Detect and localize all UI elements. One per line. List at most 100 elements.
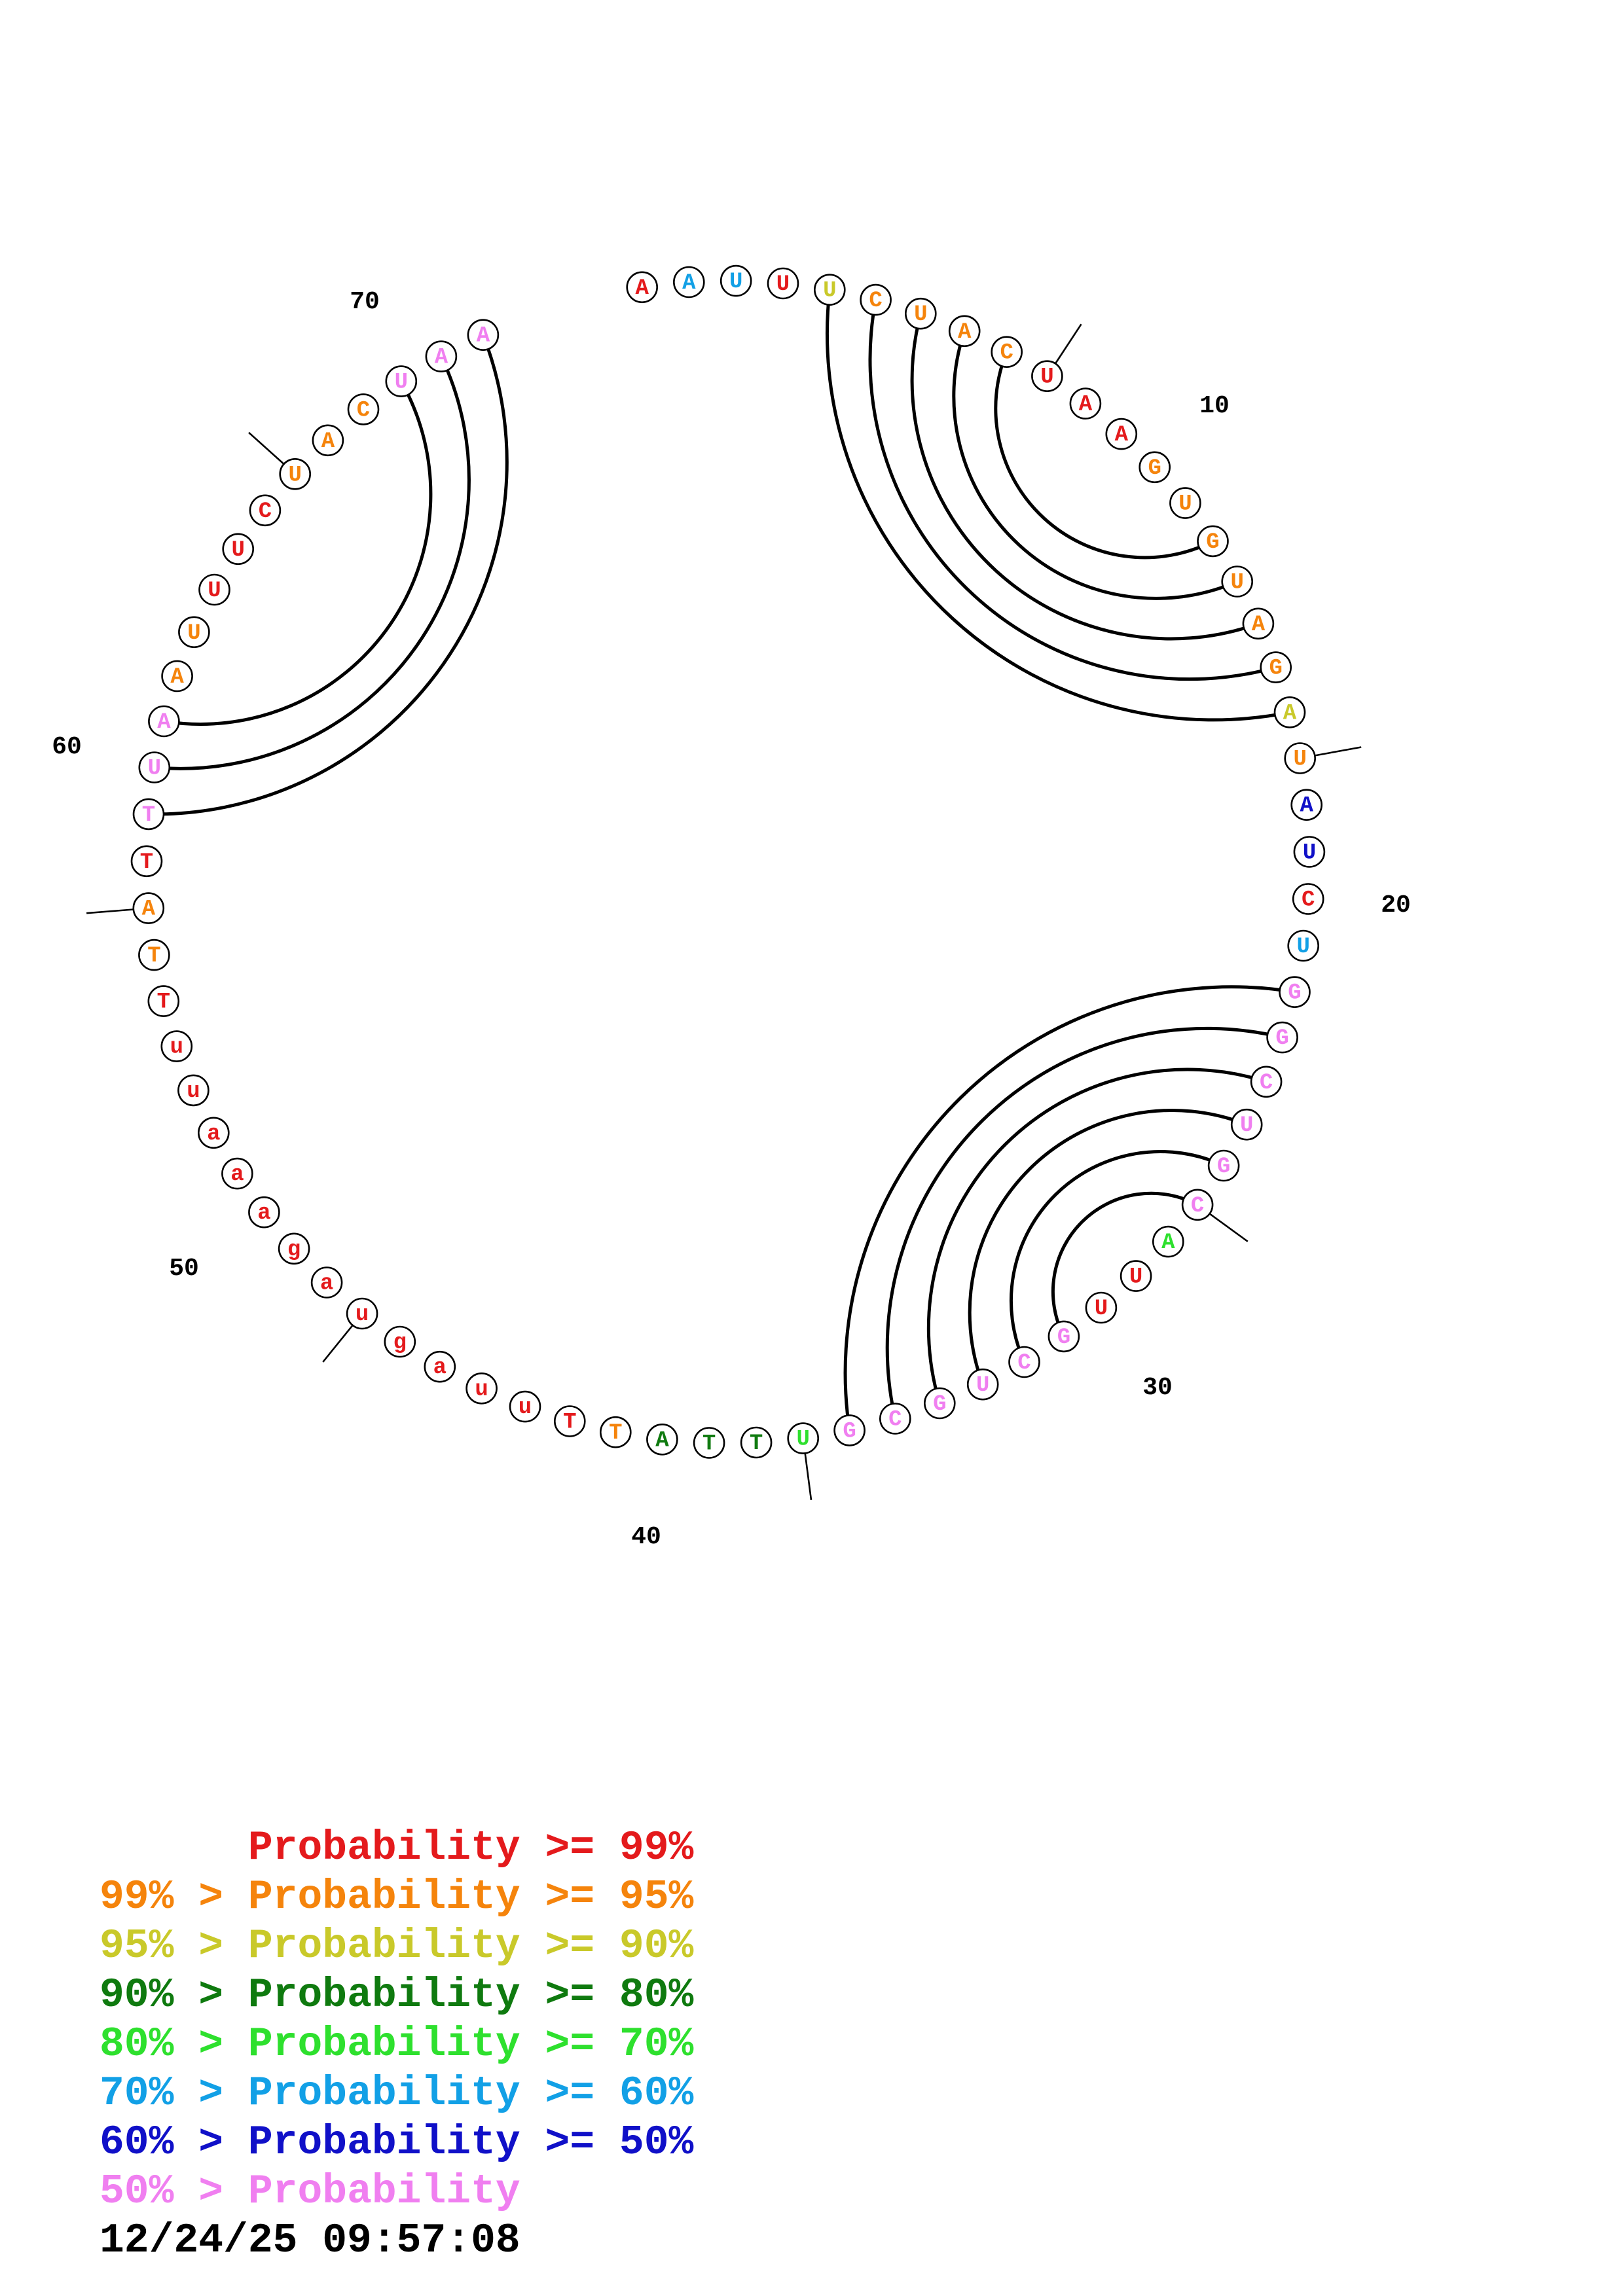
nucleotide-19: A: [1273, 696, 1306, 728]
nucleotide-letter: u: [170, 1035, 183, 1060]
legend-range-prefix: 70% >: [100, 2070, 248, 2117]
pair-arc-30-34: [1051, 1191, 1199, 1338]
nucleotide-letter: A: [477, 324, 490, 349]
nucleotide-circle: [138, 751, 171, 783]
nucleotide-circle: [312, 424, 344, 457]
nucleotide-letter: C: [869, 289, 882, 314]
nucleotide-39: G: [833, 1414, 866, 1446]
nucleotide-letter: u: [519, 1395, 532, 1420]
nucleotide-letter: U: [796, 1427, 809, 1452]
nucleotide-circle: [1292, 883, 1324, 915]
nucleotide-38: C: [879, 1403, 911, 1435]
nucleotide-circle: [1230, 1108, 1263, 1141]
nucleotide-1: A: [626, 271, 659, 304]
nucleotide-52: g: [278, 1232, 310, 1265]
nucleotide-letter: A: [1300, 794, 1313, 819]
nucleotide-circle: [646, 1424, 678, 1456]
nucleotide-letter: U: [914, 302, 927, 327]
nucleotide-62: T: [132, 798, 165, 831]
nucleotide-letter: A: [1283, 701, 1297, 726]
nucleotide-23: C: [1292, 883, 1324, 915]
nucleotide-36: U: [966, 1368, 999, 1401]
nucleotide-circle: [1221, 565, 1253, 598]
position-label-40: 40: [631, 1523, 661, 1551]
nucleotide-4: U: [767, 267, 799, 300]
nucleotide-letter: G: [1217, 1155, 1230, 1179]
legend-label: Probability >= 90%: [247, 1923, 694, 1969]
legend-row-1: Probability >= 99%: [100, 1823, 694, 1873]
nucleotide-circle: [148, 705, 180, 738]
nucleotide-circle: [424, 1350, 456, 1383]
nucleotide-letter: U: [1296, 935, 1309, 960]
timestamp: 12/24/25 09:57:08: [100, 2217, 520, 2264]
nucleotide-circle: [948, 315, 981, 348]
nucleotide-circle: [221, 1157, 253, 1190]
nucleotide-letter: G: [843, 1419, 856, 1444]
legend-range-prefix: 99% >: [100, 1874, 248, 1920]
nucleotide-letter: U: [148, 756, 161, 781]
pair-arc-64-73: [164, 380, 433, 726]
nucleotide-letter: U: [395, 370, 408, 395]
nucleotide-circle: [693, 1427, 725, 1459]
nucleotide-letter: G: [1275, 1026, 1288, 1051]
legend-row-4: 90% > Probability >= 80%: [100, 1971, 693, 2020]
legend-label: Probability >= 70%: [247, 2021, 694, 2068]
nucleotide-letter: C: [357, 398, 370, 423]
nucleotide-circle: [833, 1414, 866, 1446]
nucleotide-33: U: [1085, 1291, 1118, 1324]
nucleotide-letter: U: [231, 538, 244, 563]
nucleotide-letter: C: [259, 499, 272, 524]
nucleotide-8: A: [948, 315, 981, 348]
nucleotide-letter: T: [609, 1421, 622, 1446]
pair-arc-27-37: [926, 1067, 1267, 1404]
nucleotide-circle: [198, 573, 230, 606]
nucleotide-circle: [599, 1416, 632, 1448]
nucleotide-41: T: [740, 1426, 773, 1459]
nucleotide-letter: U: [1293, 747, 1306, 772]
nucleotide-22: U: [1293, 836, 1326, 868]
nucleotide-circle: [1266, 1021, 1298, 1054]
tick-50: [322, 1325, 354, 1363]
nucleotide-58: T: [147, 985, 180, 1017]
nucleotide-circle: [467, 319, 500, 351]
nucleotide-letter: G: [1057, 1325, 1070, 1350]
nucleotide-circle: [1287, 929, 1319, 962]
nucleotide-circle: [767, 267, 799, 300]
nucleotide-60: A: [132, 892, 165, 924]
legend-label: Probability >= 95%: [247, 1874, 694, 1920]
nucleotide-56: u: [177, 1074, 210, 1107]
nucleotide-letter: g: [393, 1331, 407, 1355]
nucleotide-circle: [1290, 789, 1322, 821]
legend-row-2: 99% > Probability >= 95%: [100, 1873, 693, 1922]
nucleotide-circle: [720, 264, 752, 297]
nucleotide-circle: [249, 494, 282, 527]
nucleotide-letter: U: [1040, 365, 1053, 390]
position-label-20: 20: [1381, 891, 1411, 920]
nucleotide-55: a: [197, 1117, 230, 1149]
nucleotide-37: G: [924, 1387, 956, 1420]
nucleotide-circle: [1197, 525, 1229, 558]
nucleotide-letter: T: [563, 1410, 576, 1435]
position-label-30: 30: [1142, 1374, 1173, 1402]
legend-row-8: 50% > Probability: [100, 2167, 693, 2216]
nucleotide-letter: a: [207, 1122, 220, 1147]
legend-row-7: 60% > Probability >= 50%: [100, 2118, 693, 2167]
nucleotide-letter: U: [1178, 492, 1192, 517]
nucleotide-letter: A: [1252, 613, 1266, 637]
nucleotide-letter: a: [230, 1162, 244, 1187]
nucleotide-letter: T: [142, 803, 155, 828]
nucleotide-ring: A A U U U CUACUAAGUGUAGAUAUCUGGCUGCAUUGCUGCGU…: [130, 264, 1326, 1459]
nucleotide-51: a: [310, 1266, 343, 1299]
nucleotide-letter: C: [888, 1407, 902, 1432]
nucleotide-letter: T: [702, 1431, 716, 1456]
nucleotide-letter: T: [147, 944, 160, 969]
nucleotide-16: U: [1221, 565, 1253, 598]
nucleotide-7: U: [905, 297, 937, 330]
nucleotide-letter: U: [1230, 570, 1243, 595]
nucleotide-circle: [161, 660, 193, 692]
nucleotide-circle: [814, 274, 846, 306]
position-ticks: 10 20 30 40 50 60 70: [52, 288, 1411, 1551]
nucleotide-circle: [879, 1403, 911, 1435]
legend-row-3: 95% > Probability >= 90%: [100, 1922, 693, 1971]
tick-60: [86, 908, 134, 914]
